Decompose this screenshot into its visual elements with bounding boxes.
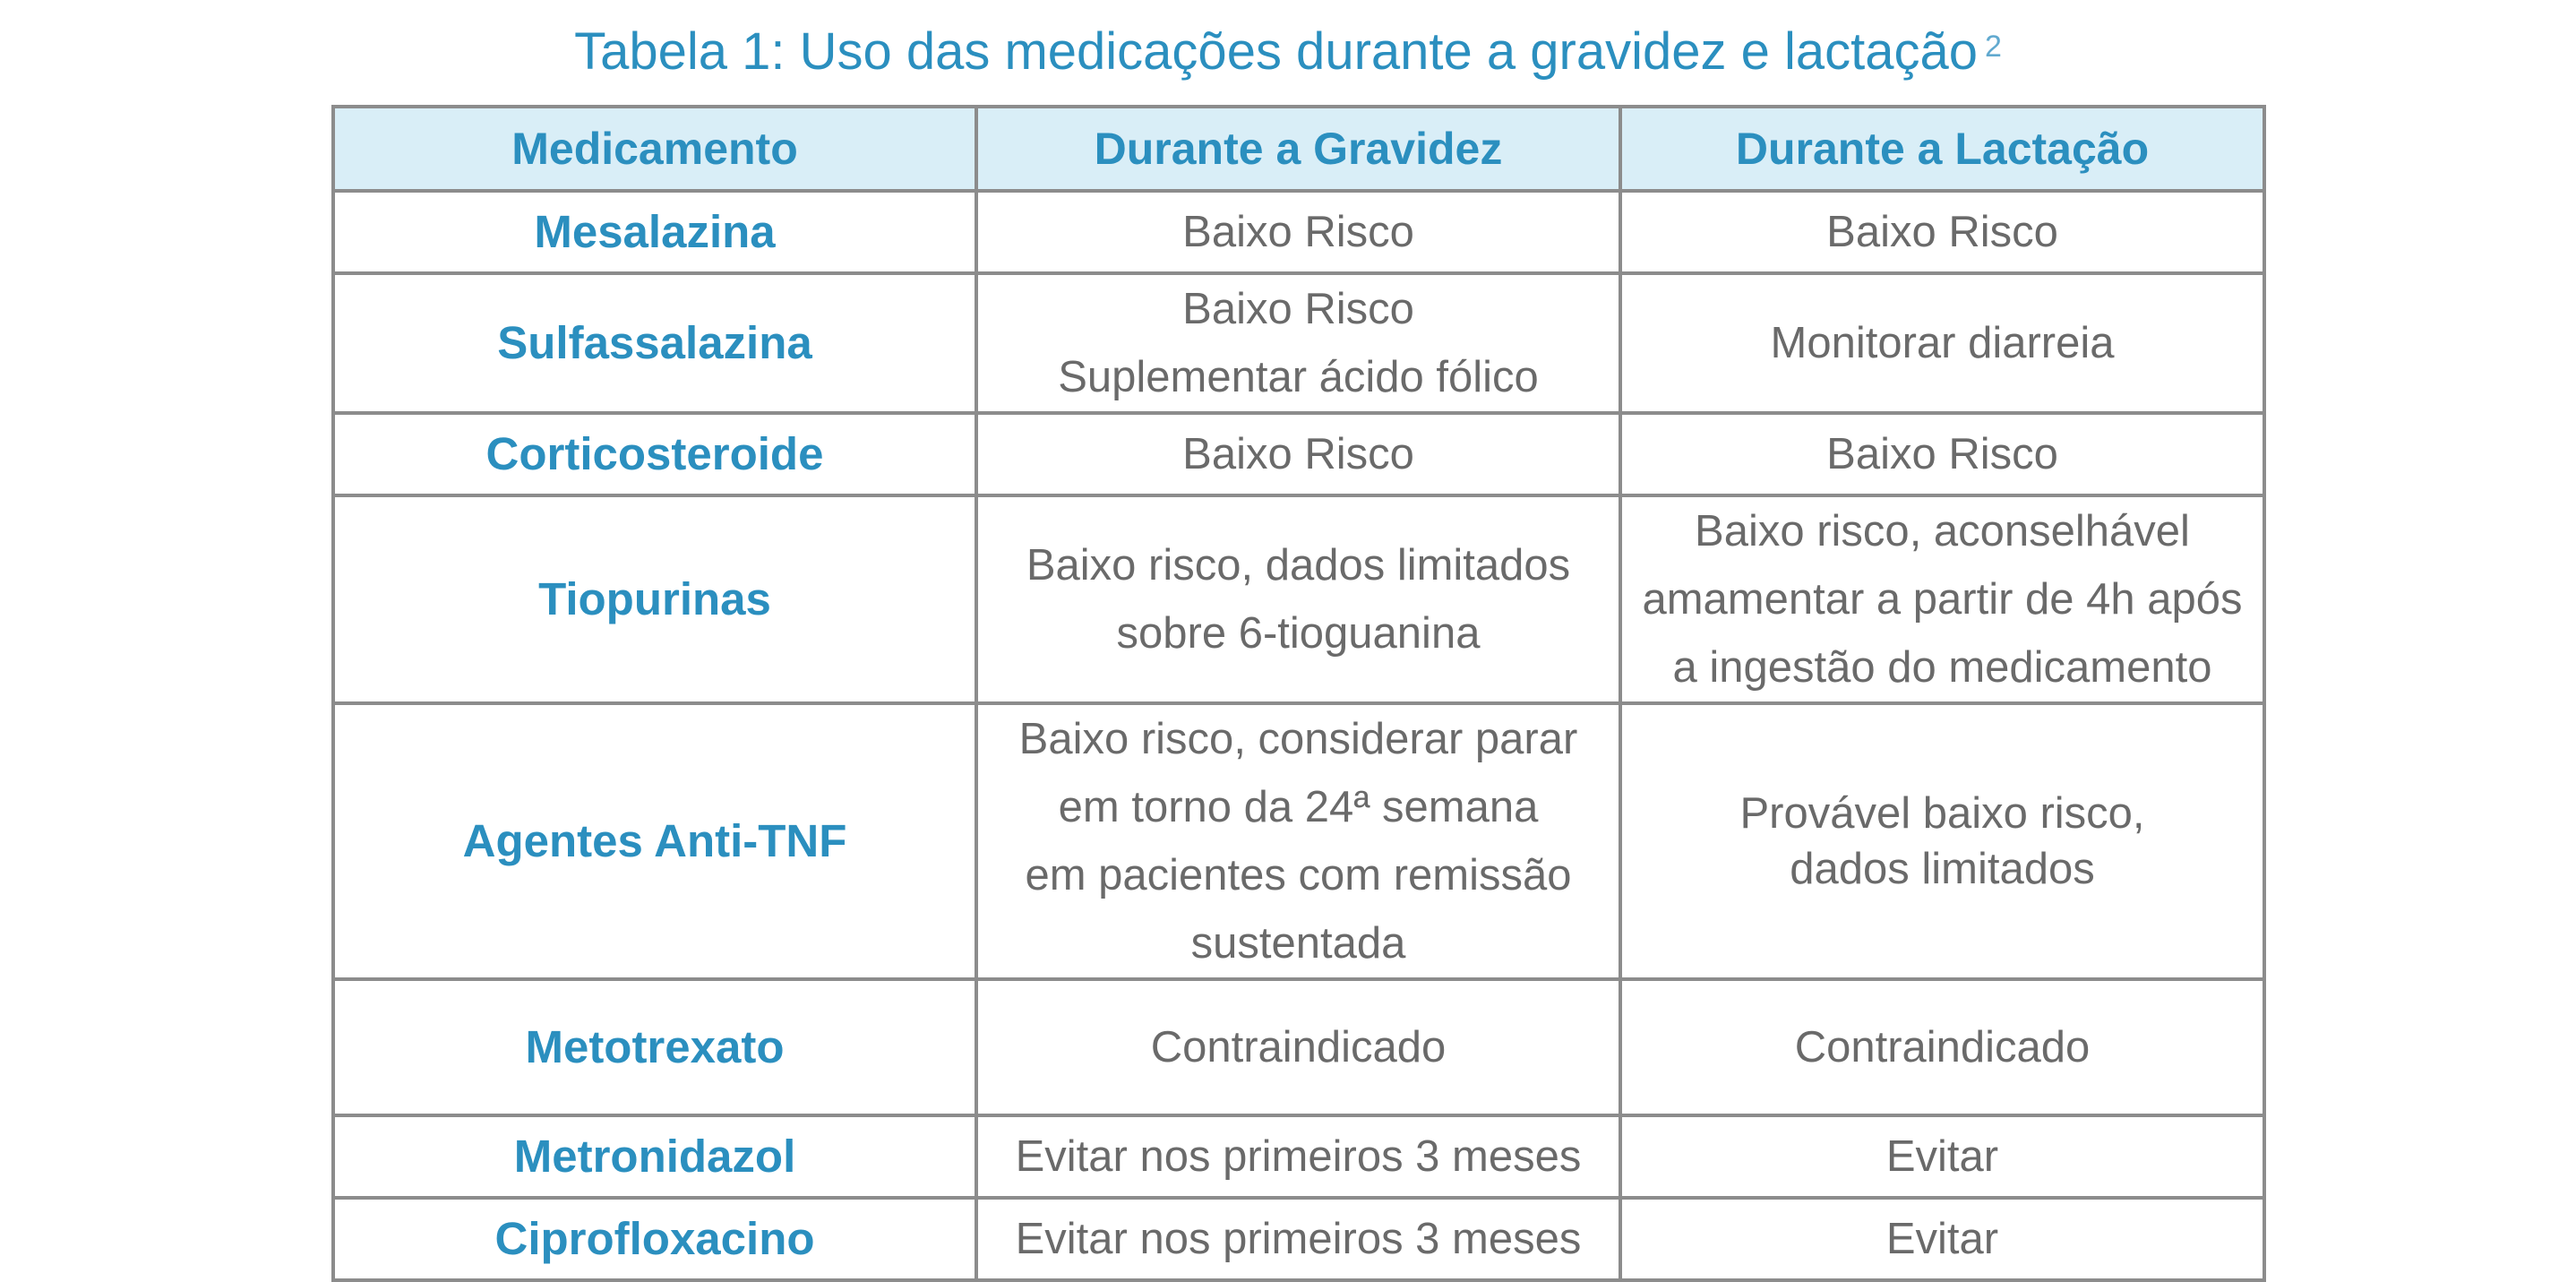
pregnancy-cell: Baixo risco, considerar parar em torno d… bbox=[975, 701, 1622, 981]
lactation-cell: Evitar bbox=[1619, 1114, 2266, 1200]
cell-line: Monitorar diarreia bbox=[1770, 319, 2115, 367]
table-row: Mesalazina Baixo Risco Baixo Risco bbox=[331, 189, 2266, 275]
header-row: Medicamento Durante a Gravidez Durante a… bbox=[331, 105, 2266, 193]
drug-name: Metotrexato bbox=[331, 977, 978, 1117]
cell-line: Baixo Risco bbox=[1826, 430, 2058, 478]
footnote-reference: 2 bbox=[1985, 30, 2002, 64]
cell-line: Evitar bbox=[1885, 1132, 1999, 1181]
pregnancy-cell: Baixo Risco bbox=[975, 411, 1622, 497]
cell-line: Baixo Risco bbox=[1182, 285, 1414, 333]
table-title-text: Tabela 1: Uso das medicações durante a g… bbox=[574, 22, 1978, 81]
pregnancy-cell: Baixo Risco bbox=[975, 189, 1622, 275]
cell-line: Suplementar ácido fólico bbox=[1058, 353, 1539, 401]
cell-line: Baixo risco, considerar parar bbox=[1018, 715, 1578, 763]
pregnancy-cell: Evitar nos primeiros 3 meses bbox=[975, 1196, 1622, 1282]
lactation-cell: Contraindicado bbox=[1619, 977, 2266, 1117]
table-row: Metotrexato Contraindicado Contraindicad… bbox=[331, 977, 2266, 1117]
cell-line: a ingestão do medicamento bbox=[1672, 643, 2212, 692]
cell-line: amamentar a partir de 4h após bbox=[1642, 575, 2243, 624]
lactation-cell: Provável baixo risco, dados limitados bbox=[1619, 701, 2266, 981]
drug-name: Tiopurinas bbox=[331, 494, 978, 705]
cell-line: Baixo Risco bbox=[1182, 208, 1414, 256]
pregnancy-cell: Contraindicado bbox=[975, 977, 1622, 1117]
cell-line: Contraindicado bbox=[1150, 1023, 1447, 1071]
drug-name: Mesalazina bbox=[331, 189, 978, 275]
cell-line: Contraindicado bbox=[1794, 1023, 2091, 1071]
header-durante-lactacao: Durante a Lactação bbox=[1619, 105, 2266, 193]
lactation-cell: Baixo risco, aconselhável amamentar a pa… bbox=[1619, 494, 2266, 705]
drug-name: Sulfassalazina bbox=[331, 271, 978, 415]
table-row: Ciprofloxacino Evitar nos primeiros 3 me… bbox=[331, 1196, 2266, 1282]
cell-line: Baixo risco, aconselhável bbox=[1695, 507, 2190, 555]
lactation-cell: Evitar bbox=[1619, 1196, 2266, 1282]
cell-line: Evitar bbox=[1885, 1215, 1999, 1263]
table-row: Agentes Anti-TNF Baixo risco, considerar… bbox=[331, 701, 2266, 981]
pregnancy-cell: Baixo Risco Suplementar ácido fólico bbox=[975, 271, 1622, 415]
drug-name: Ciprofloxacino bbox=[331, 1196, 978, 1282]
table-row: Sulfassalazina Baixo Risco Suplementar á… bbox=[331, 271, 2266, 415]
drug-name: Metronidazol bbox=[331, 1114, 978, 1200]
cell-line: Baixo Risco bbox=[1826, 208, 2058, 256]
medication-table: Medicamento Durante a Gravidez Durante a… bbox=[331, 105, 2266, 1282]
header-durante-gravidez: Durante a Gravidez bbox=[975, 105, 1622, 193]
cell-line: Baixo risco, dados limitados bbox=[1026, 541, 1571, 589]
lactation-cell: Baixo Risco bbox=[1619, 189, 2266, 275]
cell-line: Evitar nos primeiros 3 meses bbox=[1015, 1215, 1582, 1263]
cell-line: em torno da 24ª semana bbox=[1058, 783, 1539, 831]
cell-line: dados limitados bbox=[1790, 845, 2095, 893]
pregnancy-cell: Baixo risco, dados limitados sobre 6-tio… bbox=[975, 494, 1622, 705]
pregnancy-cell: Evitar nos primeiros 3 meses bbox=[975, 1114, 1622, 1200]
cell-line: Baixo Risco bbox=[1182, 430, 1414, 478]
table-row: Tiopurinas Baixo risco, dados limitados … bbox=[331, 494, 2266, 705]
cell-line: em pacientes com remissão bbox=[1025, 851, 1572, 899]
drug-name: Corticosteroide bbox=[331, 411, 978, 497]
lactation-cell: Baixo Risco bbox=[1619, 411, 2266, 497]
lactation-cell: Monitorar diarreia bbox=[1619, 271, 2266, 415]
cell-line: Evitar nos primeiros 3 meses bbox=[1015, 1132, 1582, 1181]
table-row: Metronidazol Evitar nos primeiros 3 mese… bbox=[331, 1114, 2266, 1200]
cell-line: Provável baixo risco, bbox=[1739, 789, 2145, 838]
header-medicamento: Medicamento bbox=[331, 105, 978, 193]
table-row: Corticosteroide Baixo Risco Baixo Risco bbox=[331, 411, 2266, 497]
table-title: Tabela 1: Uso das medicações durante a g… bbox=[0, 16, 2576, 88]
cell-line: sobre 6-tioguanina bbox=[1116, 609, 1481, 658]
cell-line: sustentada bbox=[1190, 919, 1406, 968]
drug-name: Agentes Anti-TNF bbox=[331, 701, 978, 981]
